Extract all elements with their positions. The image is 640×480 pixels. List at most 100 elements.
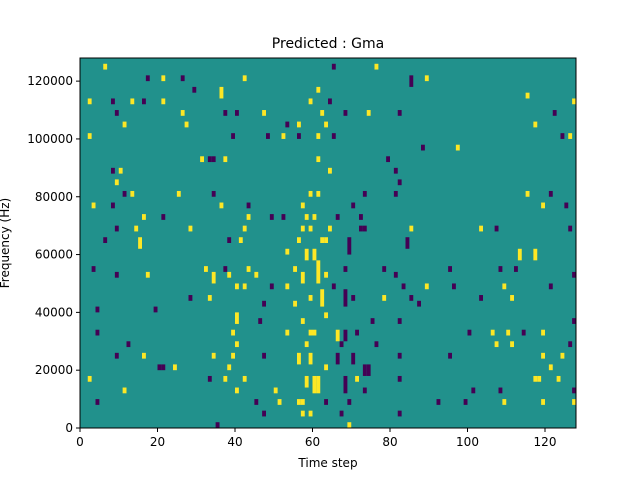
heatmap-cell-low: [111, 98, 115, 105]
heatmap-cell-high: [312, 248, 317, 261]
heatmap-cell-high: [103, 63, 108, 70]
heatmap-cell-low: [359, 214, 363, 220]
heatmap-cell-high: [130, 190, 135, 197]
heatmap-cell-low: [235, 110, 239, 116]
heatmap-cell-high: [424, 75, 429, 82]
heatmap-cell-high: [312, 214, 317, 220]
heatmap-cell-high: [91, 202, 96, 209]
heatmap-cell-high: [118, 167, 123, 174]
heatmap-cell-high: [297, 237, 301, 243]
heatmap-cell-high: [227, 364, 232, 371]
heatmap-cell-low: [572, 271, 576, 278]
heatmap-cell-low: [409, 295, 414, 301]
heatmap-cell-low: [362, 364, 367, 376]
heatmap-cell-high: [204, 266, 208, 272]
heatmap-cell-low: [382, 266, 387, 272]
heatmap-cell-high: [320, 289, 325, 307]
heatmap-cell-low: [103, 237, 108, 243]
heatmap-cell-high: [320, 237, 325, 243]
heatmap-cell-low: [258, 318, 263, 324]
heatmap-cell-high: [176, 190, 181, 197]
heatmap-cell-low: [126, 341, 131, 348]
heatmap-cell-high: [308, 190, 313, 197]
heatmap-cell-high: [134, 225, 139, 232]
heatmap-cell-low: [91, 266, 96, 272]
heatmap-cell-low: [421, 144, 425, 151]
heatmap-cell-low: [417, 300, 421, 307]
heatmap-cell-high: [297, 121, 301, 128]
heatmap-cell-low: [568, 341, 573, 348]
heatmap-cell-high: [227, 271, 232, 278]
heatmap-cell-high: [277, 399, 282, 405]
heatmap-cell-low: [572, 318, 576, 324]
heatmap-cell-high: [324, 312, 328, 319]
heatmap-cell-low: [161, 214, 166, 220]
heatmap-cell-high: [211, 352, 216, 359]
heatmap-cell-high: [161, 98, 166, 105]
heatmap-cell-low: [331, 283, 336, 290]
heatmap-cell-low: [211, 190, 216, 197]
heatmap-cell-high: [366, 110, 371, 116]
heatmap-cell-low: [142, 98, 146, 105]
heatmap-cell-low: [331, 63, 336, 70]
heatmap-cell-high: [510, 295, 514, 301]
heatmap-cell-low: [393, 167, 398, 174]
heatmap-cell-high: [324, 364, 328, 371]
heatmap-cell-low: [95, 306, 100, 313]
heatmap-cell-high: [200, 156, 204, 163]
heatmap-cell-high: [219, 202, 224, 209]
heatmap-cell-low: [223, 266, 228, 272]
heatmap-cell-low: [157, 364, 162, 371]
heatmap-cell-high: [308, 295, 313, 301]
heatmap-cell-low: [568, 225, 573, 232]
heatmap-cell-high: [87, 375, 92, 382]
heatmap-cell-low: [374, 341, 379, 348]
heatmap-cell-high: [235, 387, 239, 394]
heatmap-cell-high: [87, 98, 92, 105]
heatmap-cell-low: [339, 341, 344, 348]
heatmap-cell-low: [343, 375, 348, 394]
heatmap-cell-low: [548, 190, 553, 197]
heatmap-cell-high: [541, 202, 545, 209]
heatmap-cell-low: [351, 295, 356, 301]
heatmap-cell-high: [541, 352, 545, 359]
heatmap-cell-high: [262, 110, 266, 116]
heatmap-cell-high: [517, 248, 522, 261]
heatmap-cell-high: [142, 214, 146, 220]
heatmap-cell-low: [498, 387, 503, 394]
y-tick-label: 80000: [35, 190, 73, 204]
heatmap-cell-high: [494, 341, 499, 348]
heatmap-cell-low: [114, 352, 119, 359]
heatmap-cell-high: [285, 248, 290, 255]
heatmap-cell-low: [215, 422, 220, 428]
heatmap-cell-high: [242, 225, 247, 232]
heatmap-cell-low: [498, 266, 503, 272]
heatmap-cell-high: [308, 410, 313, 417]
heatmap-cell-low: [122, 190, 127, 197]
heatmap-cell-high: [355, 375, 359, 382]
heatmap-cell-high: [180, 110, 185, 116]
heatmap-cell-high: [223, 375, 228, 382]
heatmap-cell-low: [359, 225, 363, 232]
heatmap-cell-high: [533, 248, 538, 261]
heatmap-cell-high: [246, 266, 251, 272]
heatmap-cell-high: [235, 341, 239, 348]
heatmap-cell-low: [351, 352, 356, 365]
heatmap-cell-high: [297, 352, 301, 365]
heatmap-cell-high: [502, 283, 507, 290]
heatmap-cell-high: [238, 237, 243, 243]
heatmap-cell-low: [463, 399, 468, 405]
heatmap-cell-low: [111, 202, 115, 209]
heatmap-cell-high: [281, 133, 286, 139]
heatmap-cell-high: [506, 329, 511, 336]
heatmap-cell-high: [273, 387, 278, 394]
heatmap-cell-low: [153, 306, 158, 313]
heatmap-cell-high: [324, 237, 328, 243]
heatmap-cell-high: [510, 341, 514, 348]
heatmap-cell-high: [374, 63, 379, 70]
heatmap-cell-low: [223, 110, 228, 116]
heatmap-cell-high: [293, 300, 297, 307]
heatmap-cell-low: [95, 329, 100, 336]
heatmap-cell-high: [320, 110, 325, 116]
